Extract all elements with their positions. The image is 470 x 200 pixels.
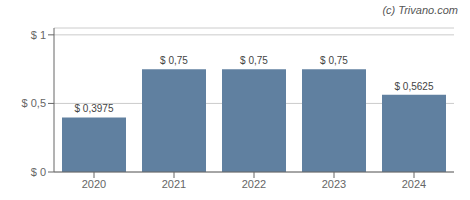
- svg-text:2022: 2022: [242, 178, 266, 190]
- svg-text:2021: 2021: [162, 178, 186, 190]
- svg-text:$ 0,75: $ 0,75: [160, 55, 188, 66]
- svg-text:2023: 2023: [322, 178, 346, 190]
- svg-text:$ 0,5: $ 0,5: [22, 97, 46, 109]
- svg-text:$ 0,75: $ 0,75: [240, 55, 268, 66]
- svg-text:$ 0,5625: $ 0,5625: [395, 81, 434, 92]
- html-text:(c) Trivano.com: (c) Trivano.com: [382, 4, 458, 16]
- svg-text:$ 0,75: $ 0,75: [320, 55, 348, 66]
- svg-text:2024: 2024: [402, 178, 426, 190]
- svg-text:$ 0: $ 0: [31, 166, 46, 178]
- svg-text:2020: 2020: [82, 178, 106, 190]
- svg-text:$ 0,3975: $ 0,3975: [75, 103, 114, 114]
- svg-text:$ 1: $ 1: [31, 29, 46, 41]
